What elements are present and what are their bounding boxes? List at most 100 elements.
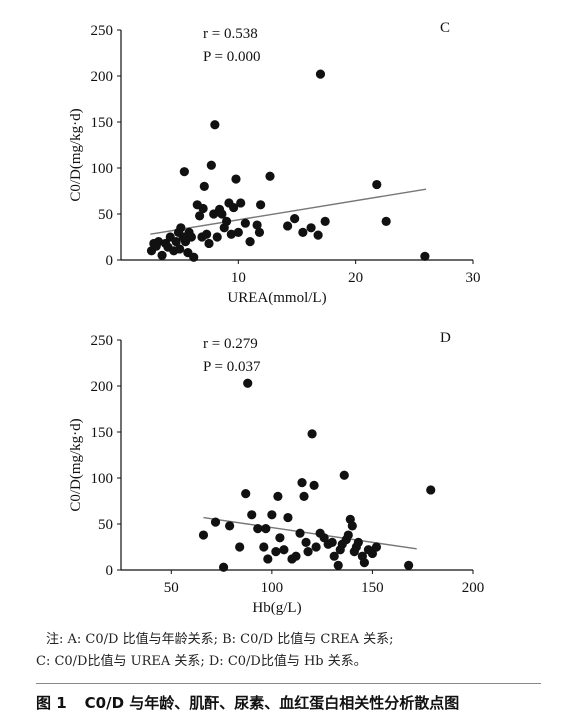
y-tick-label: 250 [91, 23, 114, 39]
data-point [426, 485, 436, 495]
chart-panel-d: 0 50 100 150 200 250 50 100 150 200 Hb(g/L) C0/D(mg… [68, 330, 484, 616]
data-point [235, 542, 245, 552]
data-point [339, 470, 349, 480]
data-point [283, 512, 293, 523]
data-point [359, 558, 369, 568]
data-point [371, 542, 382, 552]
data-point [189, 252, 199, 262]
figure-note-line-1: 注: A: C0/D 比值与年龄关系; B: C0/D 比值与 CREA 关系; [46, 632, 394, 647]
data-point [225, 521, 235, 531]
x-tick-label: 30 [466, 270, 481, 286]
data-point [218, 562, 229, 572]
data-point [283, 221, 293, 231]
data-point [171, 237, 181, 247]
y-tick-label: 100 [91, 161, 114, 177]
y-tick-label: 0 [106, 253, 114, 269]
correlation-r-annotation: r = 0.538 [203, 26, 258, 42]
data-point [295, 528, 305, 538]
x-axis-title: Hb(g/L) [252, 600, 301, 616]
data-point [229, 202, 239, 213]
figure-caption: 图 1 C0/D 与年龄、肌酐、尿素、血红蛋白相关性分析散点图 [36, 692, 459, 713]
data-point [210, 120, 220, 130]
data-point [240, 218, 250, 228]
p-value-annotation: P = 0.037 [203, 359, 261, 375]
x-tick-label: 10 [231, 270, 246, 286]
data-point [303, 547, 313, 557]
trend-line [203, 516, 417, 550]
data-point [241, 489, 251, 499]
data-point [306, 223, 316, 233]
x-tick-label: 20 [348, 270, 363, 286]
data-point [202, 229, 212, 239]
data-point [291, 551, 301, 561]
panel-label: D [440, 330, 451, 346]
y-tick-label: 200 [91, 379, 114, 395]
data-point [271, 547, 281, 557]
data-point [263, 554, 273, 564]
data-point [245, 237, 255, 247]
data-point [175, 244, 185, 254]
x-tick-label: 150 [361, 580, 384, 596]
data-point [212, 232, 222, 242]
data-point [179, 167, 189, 177]
data-point [259, 542, 269, 552]
figure-note-line-2: C: C0/D比值与 UREA 关系; D: C0/D比值与 Hb 关系。 [36, 654, 367, 669]
x-tick-label: 100 [261, 580, 284, 596]
data-point [254, 227, 265, 237]
data-point [157, 250, 167, 260]
data-point [198, 203, 208, 214]
data-point [333, 560, 343, 571]
y-tick-label: 0 [106, 563, 114, 579]
data-point [199, 181, 209, 191]
y-tick-label: 150 [91, 115, 114, 131]
data-point [243, 378, 253, 388]
figure-caption-text: C0/D 与年龄、肌酐、尿素、血红蛋白相关性分析散点图 [84, 694, 460, 712]
data-point [253, 524, 263, 534]
data-point [343, 530, 353, 540]
data-point [299, 491, 309, 501]
panel-label: C [440, 20, 450, 36]
data-point [420, 251, 430, 261]
data-point [313, 230, 323, 240]
figure-caption-label: 图 1 [36, 694, 67, 712]
data-point [206, 160, 216, 170]
x-tick-label: 50 [164, 580, 179, 596]
data-point [267, 510, 277, 520]
data-point [315, 69, 326, 79]
data-point [275, 533, 285, 543]
data-point [404, 560, 414, 571]
data-point [231, 174, 241, 184]
data-point [195, 211, 205, 221]
trend-line [150, 188, 427, 235]
data-point [307, 429, 317, 439]
chart-panel-c: 0 50 100 150 200 250 10 20 30 UREA(mmol/L) C0/D(mg… [68, 20, 481, 306]
data-point [353, 537, 363, 548]
data-point [176, 223, 186, 233]
data-point [186, 232, 196, 242]
y-tick-label: 100 [91, 471, 114, 487]
y-axis-title: C0/D(mg/kg·d) [68, 108, 84, 201]
data-point [153, 237, 164, 247]
data-point [301, 537, 311, 548]
x-axis-title: UREA(mmol/L) [227, 290, 326, 306]
data-point [236, 198, 246, 208]
data-point [311, 542, 321, 552]
data-point [279, 545, 289, 555]
data-point [247, 510, 257, 520]
data-point [217, 209, 227, 219]
data-point [210, 517, 221, 527]
data-point [256, 200, 266, 210]
data-point [381, 216, 391, 226]
data-point [226, 229, 236, 239]
data-point [372, 179, 382, 190]
data-point [347, 521, 357, 531]
p-value-annotation: P = 0.000 [203, 49, 261, 65]
y-tick-label: 200 [91, 69, 114, 85]
y-tick-label: 150 [91, 425, 114, 441]
y-tick-label: 50 [98, 207, 113, 223]
data-point [327, 537, 337, 548]
data-point [222, 216, 232, 226]
data-point [273, 491, 283, 501]
data-point [265, 171, 275, 181]
